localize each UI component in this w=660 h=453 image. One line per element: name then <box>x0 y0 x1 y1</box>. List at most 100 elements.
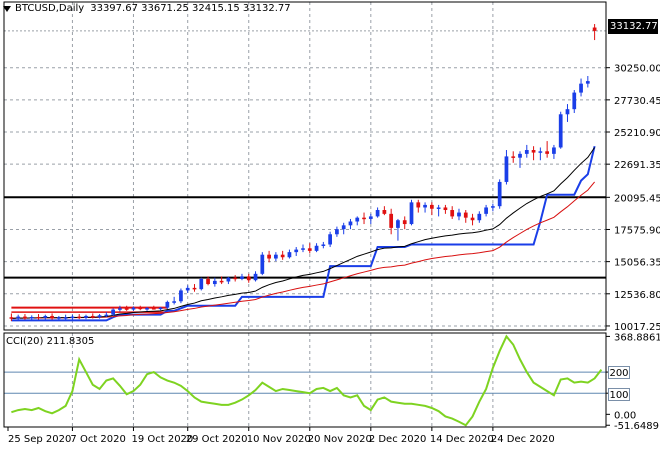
candle-body <box>341 225 346 230</box>
chart-header: BTCUSD,Daily 33397.67 33671.25 32415.15 … <box>3 3 291 14</box>
candle-body <box>429 204 434 209</box>
candle-body <box>396 220 400 228</box>
time-tick-label: 19 Oct 2020 <box>131 434 193 445</box>
candle-body <box>151 308 156 310</box>
candle-body <box>389 213 394 228</box>
candle-body <box>138 307 143 310</box>
candle-body <box>335 229 339 235</box>
cci-indicator <box>11 334 603 427</box>
candle-body <box>531 150 536 153</box>
candle-body <box>280 254 285 258</box>
candle-body <box>423 204 427 208</box>
candle-body <box>538 151 543 153</box>
cci-tick-label: -51.6489 <box>614 421 659 432</box>
candle-body <box>545 151 550 154</box>
candle-body <box>585 81 590 84</box>
candle-body <box>402 220 407 225</box>
candle-body <box>294 249 299 253</box>
candle-body <box>477 213 482 221</box>
candle-body <box>382 210 387 214</box>
candle-body <box>511 156 516 158</box>
time-tick-label: 24 Dec 2020 <box>491 434 555 445</box>
candle-body <box>16 316 21 319</box>
candle-body <box>287 252 292 258</box>
candle-body <box>124 308 129 310</box>
candle-body <box>348 221 353 226</box>
time-tick-label: 7 Oct 2020 <box>70 434 125 445</box>
candle-body <box>23 316 27 319</box>
price-tick-label: 10017.25 <box>614 322 660 333</box>
cci-tick-label: 368.8861 <box>614 332 660 343</box>
symbol-label: BTCUSD,Daily <box>15 3 85 14</box>
candle-body <box>552 147 556 154</box>
candle-body <box>246 276 251 281</box>
candle-body <box>416 202 421 208</box>
candle-body <box>497 181 502 207</box>
grid-lines <box>4 2 606 427</box>
candle-body <box>111 309 115 315</box>
candle-body <box>484 207 488 214</box>
candle-body <box>524 150 529 154</box>
time-tick-label: 14 Dec 2020 <box>430 434 494 445</box>
candle-body <box>240 276 244 279</box>
candle-body <box>457 212 461 217</box>
cci-line <box>11 334 603 427</box>
candle-body <box>29 316 34 319</box>
candle-body <box>50 315 54 319</box>
current-price-tag: 33132.77 <box>608 19 658 34</box>
cci-level-200-tag: 200 <box>608 366 630 379</box>
candle-body <box>362 217 366 220</box>
candle-body <box>491 206 495 208</box>
candle-body <box>63 317 68 319</box>
candle-body <box>328 234 332 245</box>
time-tick-label: 20 Nov 2020 <box>308 434 372 445</box>
candle-body <box>145 308 149 310</box>
time-tick-label: 2 Dec 2020 <box>369 434 427 445</box>
candle-body <box>84 315 88 318</box>
candle-body <box>97 315 102 318</box>
candle-body <box>267 254 271 259</box>
candle-body <box>301 248 305 250</box>
candle-body <box>592 27 597 31</box>
price-tick-label: 15056.35 <box>614 258 660 269</box>
cci-label: CCI(20) 211.8305 <box>6 336 95 347</box>
horizontal-levels[interactable] <box>4 30 606 279</box>
candle-body <box>70 316 75 319</box>
candle-body <box>450 210 455 217</box>
candle-body <box>565 109 570 115</box>
candle-body <box>36 316 41 319</box>
price-pane-frame <box>3 1 607 331</box>
candle-body <box>199 278 204 290</box>
candle-body <box>206 278 210 285</box>
candle-body <box>463 212 468 218</box>
candle-body <box>158 307 163 310</box>
time-tick-label: 10 Nov 2020 <box>247 434 311 445</box>
indicator-lines <box>11 145 596 322</box>
candle-body <box>307 248 312 251</box>
candle-body <box>165 301 170 308</box>
candle-body <box>253 273 258 281</box>
cci-tick-label: 0.00 <box>614 410 636 421</box>
candle-body <box>355 217 360 222</box>
price-tick-label: 25210.90 <box>614 128 660 139</box>
candle-body <box>436 207 441 209</box>
candle-body <box>43 315 48 318</box>
price-tick-label: 20095.45 <box>614 193 660 204</box>
candle-body <box>56 317 61 319</box>
candle-body <box>118 308 122 310</box>
candle-body <box>131 307 136 310</box>
cci-level-100-tag: 100 <box>608 388 630 401</box>
candle-body <box>226 277 231 282</box>
candle-body <box>470 217 475 221</box>
triangle-down-icon <box>3 5 11 12</box>
candle-body <box>443 207 448 211</box>
candle-body <box>172 301 177 303</box>
candle-body <box>274 254 278 259</box>
cci-pane-frame <box>3 332 607 428</box>
ema-fast-line <box>11 147 596 320</box>
candle-body <box>504 156 509 182</box>
price-tick-label: 30250.00 <box>614 64 660 75</box>
candle-body <box>185 287 190 291</box>
